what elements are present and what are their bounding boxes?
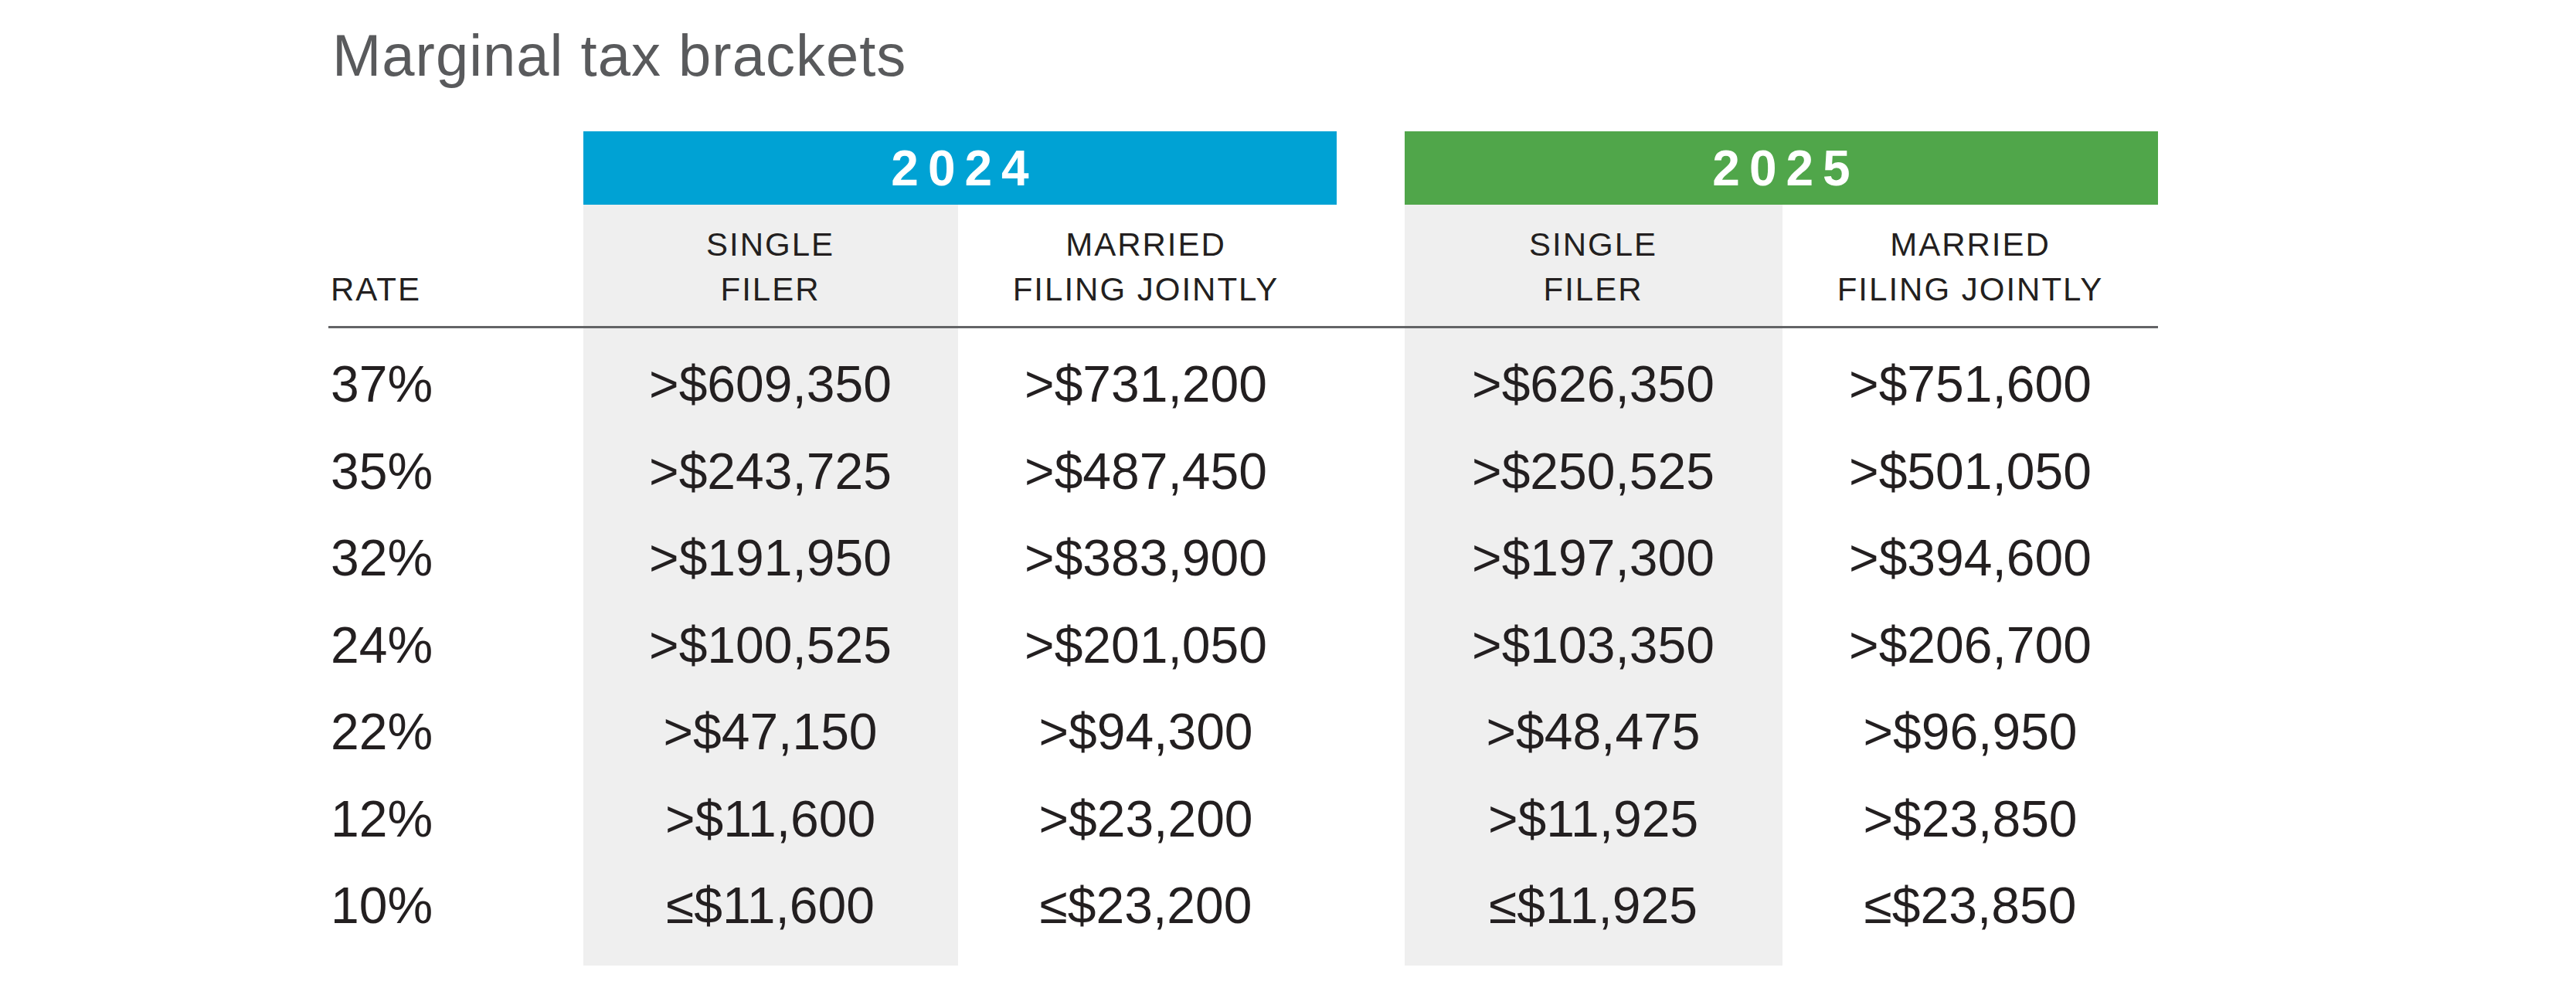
table-row: 35% >$243,725 >$487,450 >$250,525 >$501,… — [0, 446, 2576, 497]
married-2025-value: >$206,700 — [1849, 619, 2092, 670]
column-header-2024-married: MARRIED FILING JOINTLY — [1013, 222, 1280, 312]
table-row: 32% >$191,950 >$383,900 >$197,300 >$394,… — [0, 532, 2576, 583]
table-row: 22% >$47,150 >$94,300 >$48,475 >$96,950 — [0, 706, 2576, 757]
column-header-line1: MARRIED — [1837, 222, 2104, 267]
married-2025-value: >$96,950 — [1863, 706, 2077, 757]
column-header-2025-single: SINGLE FILER — [1529, 222, 1657, 312]
single-2024-value: >$609,350 — [649, 358, 892, 409]
single-2024-value: >$11,600 — [665, 793, 875, 844]
rate-column-header: RATE — [331, 267, 421, 312]
header-divider-rule — [328, 326, 2158, 328]
married-2024-value: >$94,300 — [1038, 706, 1252, 757]
single-2024-value: >$47,150 — [663, 706, 877, 757]
table-row: 24% >$100,525 >$201,050 >$103,350 >$206,… — [0, 619, 2576, 670]
married-2024-value: >$23,200 — [1038, 793, 1252, 844]
single-2024-value: >$243,725 — [649, 446, 892, 497]
married-2025-value: >$751,600 — [1849, 358, 2092, 409]
married-2025-value: >$501,050 — [1849, 446, 2092, 497]
column-header-line2: FILER — [1529, 267, 1657, 312]
column-header-line1: SINGLE — [1529, 222, 1657, 267]
married-2025-value: ≤$23,850 — [1864, 880, 2077, 931]
year-band-2025-label: 2025 — [1703, 140, 1859, 197]
single-2024-value: >$100,525 — [649, 619, 892, 670]
column-header-2025-married: MARRIED FILING JOINTLY — [1837, 222, 2104, 312]
year-band-2024: 2024 — [583, 131, 1337, 205]
table-row: 37% >$609,350 >$731,200 >$626,350 >$751,… — [0, 358, 2576, 409]
married-2024-value: ≤$23,200 — [1040, 880, 1252, 931]
rate-value: 32% — [331, 532, 433, 583]
single-2025-value: ≤$11,925 — [1489, 880, 1698, 931]
single-2024-value: ≤$11,600 — [666, 880, 875, 931]
column-header-line2: FILING JOINTLY — [1837, 267, 2104, 312]
rate-value: 24% — [331, 619, 433, 670]
year-band-2025: 2025 — [1405, 131, 2158, 205]
single-2025-value: >$48,475 — [1486, 706, 1700, 757]
single-2025-value: >$11,925 — [1488, 793, 1698, 844]
married-2024-value: >$487,450 — [1025, 446, 1267, 497]
rate-value: 22% — [331, 706, 433, 757]
married-2024-value: >$201,050 — [1025, 619, 1267, 670]
column-header-2024-single: SINGLE FILER — [706, 222, 834, 312]
single-2024-value: >$191,950 — [649, 532, 892, 583]
column-header-line1: MARRIED — [1013, 222, 1280, 267]
column-header-line2: FILING JOINTLY — [1013, 267, 1280, 312]
married-2024-value: >$383,900 — [1025, 532, 1267, 583]
married-2025-value: >$23,850 — [1863, 793, 2077, 844]
single-2025-value: >$103,350 — [1472, 619, 1715, 670]
single-2025-value: >$250,525 — [1472, 446, 1715, 497]
married-2025-value: >$394,600 — [1849, 532, 2092, 583]
column-header-line2: FILER — [706, 267, 834, 312]
single-2025-value: >$197,300 — [1472, 532, 1715, 583]
rate-value: 37% — [331, 358, 433, 409]
rate-value: 35% — [331, 446, 433, 497]
table-row: 12% >$11,600 >$23,200 >$11,925 >$23,850 — [0, 793, 2576, 844]
married-2024-value: >$731,200 — [1025, 358, 1267, 409]
page-title: Marginal tax brackets — [332, 22, 906, 89]
rate-value: 12% — [331, 793, 433, 844]
year-band-2024-label: 2024 — [882, 140, 1038, 197]
single-2025-value: >$626,350 — [1472, 358, 1715, 409]
column-header-line1: SINGLE — [706, 222, 834, 267]
table-row: 10% ≤$11,600 ≤$23,200 ≤$11,925 ≤$23,850 — [0, 880, 2576, 931]
rate-value: 10% — [331, 880, 433, 931]
